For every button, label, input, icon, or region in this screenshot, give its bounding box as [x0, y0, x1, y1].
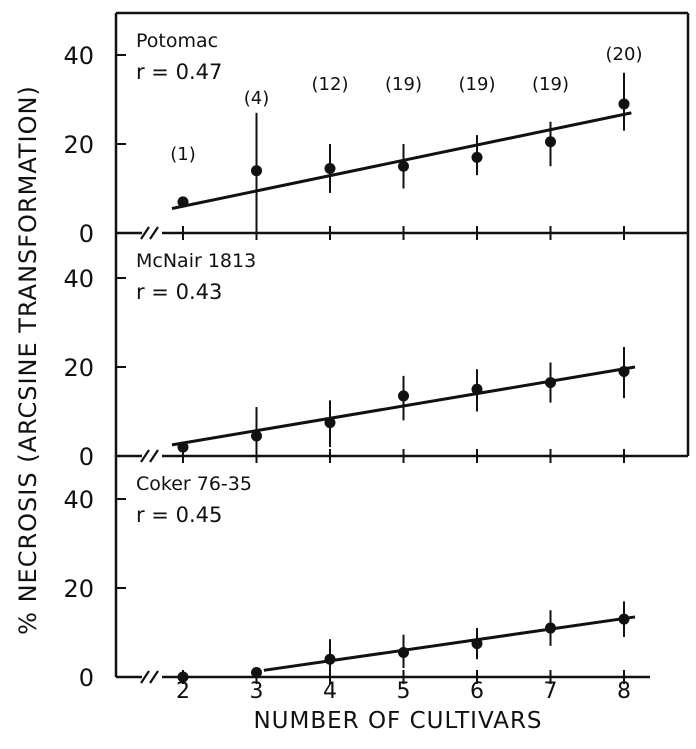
data-point	[251, 430, 262, 442]
axis-break-mark	[149, 449, 159, 463]
y-tick-label: 20	[63, 354, 94, 382]
cultivar-name: Potomac	[136, 30, 218, 52]
axis-break-mark	[140, 449, 150, 463]
sample-size-label: (19)	[459, 74, 496, 95]
sample-size-label: (1)	[170, 144, 196, 165]
data-point	[618, 98, 630, 110]
x-tick-label: 8	[617, 679, 631, 704]
y-axis-label: % NECROSIS (ARCSINE TRANSFORMATION)	[14, 85, 42, 635]
y-tick-label: 40	[63, 265, 94, 293]
sample-size-label: (20)	[606, 44, 643, 65]
x-tick-label: 3	[250, 679, 264, 704]
x-tick-label: 2	[176, 679, 190, 704]
sample-size-label: (19)	[385, 74, 422, 95]
sample-size-label: (4)	[244, 88, 270, 109]
y-tick-label: 20	[63, 575, 94, 603]
regression-line	[171, 111, 632, 210]
data-point	[324, 162, 336, 174]
sample-size-label: (19)	[532, 74, 569, 95]
axis-break-mark	[149, 226, 159, 240]
data-point	[545, 136, 556, 148]
panel-1: 0 20 40 Potomac r = 0.47 (1) (4) (12) (19) (19) (1…	[63, 30, 688, 248]
x-tick-label: 7	[544, 679, 558, 704]
panel-3: 0 20 40 Coker 76-35 r = 0.45	[63, 473, 650, 692]
y-tick-label: 0	[79, 443, 94, 471]
r-value: r = 0.47	[136, 60, 222, 84]
x-tick-label: 6	[470, 679, 484, 704]
r-value: r = 0.45	[136, 503, 222, 527]
y-tick-label: 40	[63, 42, 94, 70]
x-axis-label: NUMBER OF CULTIVARS	[253, 708, 542, 734]
data-point	[398, 390, 409, 402]
panel-2: 0 20 40 McNair 1813 r = 0.43	[63, 250, 688, 471]
data-point	[471, 151, 483, 163]
data-point	[251, 165, 262, 177]
axis-break-mark	[140, 226, 150, 240]
data-point	[177, 671, 189, 683]
cultivar-name: Coker 76-35	[136, 473, 252, 495]
data-point	[398, 160, 409, 172]
sample-size-label: (12)	[312, 74, 349, 95]
x-tick-label: 5	[397, 679, 411, 704]
regression-line	[263, 615, 636, 672]
x-tick-label: 4	[323, 679, 337, 704]
data-point	[251, 667, 262, 679]
cultivar-name: McNair 1813	[136, 250, 256, 272]
y-tick-label: 0	[79, 664, 94, 692]
r-value: r = 0.43	[136, 280, 222, 304]
y-tick-label: 40	[63, 486, 94, 514]
regression-line	[171, 365, 636, 447]
axis-break-mark	[149, 670, 159, 684]
y-tick-label: 20	[63, 131, 94, 159]
y-tick-label: 0	[79, 220, 94, 248]
axis-break-mark	[140, 670, 150, 684]
